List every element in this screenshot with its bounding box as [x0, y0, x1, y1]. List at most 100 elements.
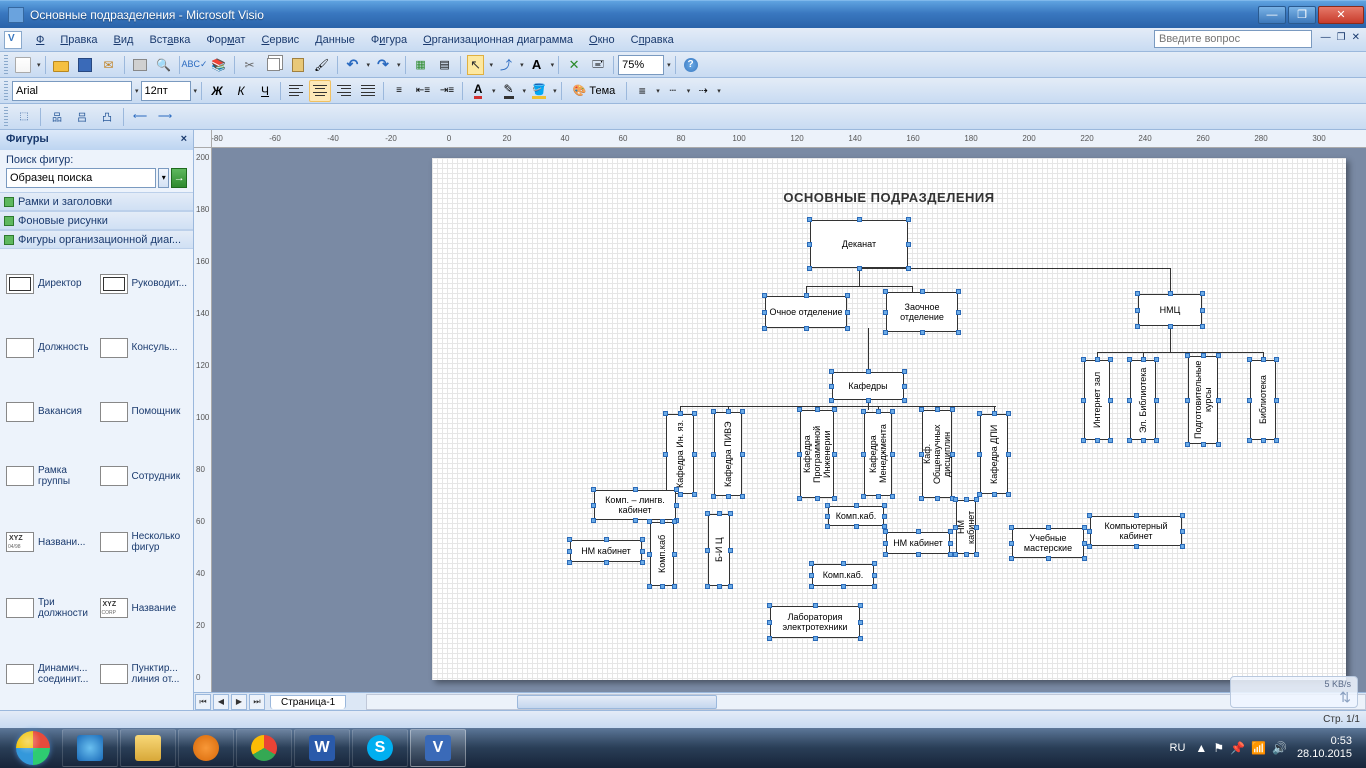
- selection-handle[interactable]: [872, 573, 877, 578]
- selection-handle[interactable]: [647, 552, 652, 557]
- stencil-bar[interactable]: Фоновые рисунки: [0, 211, 193, 230]
- tab-last-button[interactable]: ⏭: [249, 694, 265, 710]
- selection-handle[interactable]: [1154, 357, 1159, 362]
- selection-handle[interactable]: [1006, 452, 1011, 457]
- selection-handle[interactable]: [1247, 438, 1252, 443]
- stencil-bar[interactable]: Фигуры организационной диаг...: [0, 230, 193, 249]
- line-color-button[interactable]: ✎: [498, 80, 520, 102]
- org-node-nz4[interactable]: Библиотека: [1250, 360, 1276, 440]
- selection-handle[interactable]: [809, 584, 814, 589]
- selection-handle[interactable]: [825, 524, 830, 529]
- selection-handle[interactable]: [1009, 541, 1014, 546]
- org-node-k6[interactable]: Кафедра ДПИ: [980, 414, 1008, 494]
- selection-handle[interactable]: [1081, 398, 1086, 403]
- selection-handle[interactable]: [825, 514, 830, 519]
- selection-handle[interactable]: [1127, 438, 1132, 443]
- selection-handle[interactable]: [591, 518, 596, 523]
- layout-side-button[interactable]: 凸: [96, 107, 118, 127]
- selection-handle[interactable]: [950, 407, 955, 412]
- selection-handle[interactable]: [902, 384, 907, 389]
- selection-handle[interactable]: [1200, 291, 1205, 296]
- selection-handle[interactable]: [866, 369, 871, 374]
- selection-handle[interactable]: [902, 398, 907, 403]
- selection-handle[interactable]: [711, 452, 716, 457]
- org-node-um[interactable]: Учебные мастерские: [1012, 528, 1084, 558]
- selection-handle[interactable]: [797, 496, 802, 501]
- selection-handle[interactable]: [906, 266, 911, 271]
- selection-handle[interactable]: [845, 310, 850, 315]
- selection-handle[interactable]: [1087, 529, 1092, 534]
- org-node-nmkv[interactable]: НМ кабинет: [956, 500, 976, 554]
- menu-orgchart[interactable]: Организационная диаграмма: [415, 31, 581, 49]
- selection-handle[interactable]: [1261, 438, 1266, 443]
- org-node-k3[interactable]: Кафедра Программной Инженерии: [800, 410, 834, 498]
- org-node-lab[interactable]: Лаборатория электротехники: [770, 606, 860, 638]
- selection-handle[interactable]: [726, 494, 731, 499]
- selection-handle[interactable]: [953, 525, 958, 530]
- text-button[interactable]: A: [526, 54, 548, 76]
- selection-handle[interactable]: [861, 409, 866, 414]
- menu-format[interactable]: Формат: [198, 31, 253, 49]
- cut-button[interactable]: ✂: [239, 54, 261, 76]
- selection-handle[interactable]: [1095, 438, 1100, 443]
- selection-handle[interactable]: [767, 636, 772, 641]
- selection-handle[interactable]: [813, 636, 818, 641]
- shape-item[interactable]: Рамка группы: [4, 445, 96, 509]
- close-button[interactable]: ✕: [1318, 6, 1364, 24]
- selection-handle[interactable]: [956, 310, 961, 315]
- selection-handle[interactable]: [1006, 411, 1011, 416]
- pointer-button[interactable]: ↖: [465, 54, 487, 76]
- org-node-nmc[interactable]: НМЦ: [1138, 294, 1202, 326]
- h-scroll-thumb[interactable]: [517, 695, 717, 709]
- minimize-button[interactable]: —: [1258, 6, 1286, 24]
- menu-data[interactable]: Данные: [307, 31, 363, 49]
- selection-handle[interactable]: [663, 411, 668, 416]
- selection-handle[interactable]: [740, 494, 745, 499]
- selection-handle[interactable]: [1135, 308, 1140, 313]
- stamp-button[interactable]: 🖃: [587, 54, 609, 76]
- selection-handle[interactable]: [992, 492, 997, 497]
- selection-handle[interactable]: [678, 492, 683, 497]
- selection-handle[interactable]: [919, 496, 924, 501]
- selection-handle[interactable]: [872, 561, 877, 566]
- selection-handle[interactable]: [767, 603, 772, 608]
- selection-handle[interactable]: [872, 584, 877, 589]
- selection-handle[interactable]: [1261, 357, 1266, 362]
- selection-handle[interactable]: [829, 369, 834, 374]
- selection-handle[interactable]: [663, 452, 668, 457]
- selection-handle[interactable]: [1154, 398, 1159, 403]
- shapes-search-input[interactable]: [6, 168, 156, 188]
- mail-button[interactable]: ✉: [98, 54, 120, 76]
- menu-file[interactable]: Ф: [28, 31, 52, 49]
- selection-handle[interactable]: [762, 326, 767, 331]
- shape-item[interactable]: Должность: [4, 317, 96, 379]
- selection-handle[interactable]: [674, 487, 679, 492]
- selection-handle[interactable]: [883, 541, 888, 546]
- selection-handle[interactable]: [1095, 357, 1100, 362]
- selection-handle[interactable]: [890, 494, 895, 499]
- selection-handle[interactable]: [813, 603, 818, 608]
- shape-item[interactable]: Руководит...: [98, 253, 190, 315]
- selection-handle[interactable]: [956, 289, 961, 294]
- selection-handle[interactable]: [992, 411, 997, 416]
- selection-handle[interactable]: [674, 503, 679, 508]
- org-node-k4[interactable]: Кафедра Менеджмента: [864, 412, 892, 496]
- lang-indicator[interactable]: RU: [1170, 742, 1186, 754]
- selection-handle[interactable]: [1087, 513, 1092, 518]
- help-input[interactable]: [1154, 30, 1312, 48]
- toolbar-grip[interactable]: [4, 81, 8, 101]
- selection-handle[interactable]: [977, 411, 982, 416]
- toolbar-grip[interactable]: [4, 107, 8, 127]
- relayout-button[interactable]: ⬚: [13, 107, 35, 127]
- connector[interactable]: [806, 286, 912, 287]
- selection-handle[interactable]: [807, 266, 812, 271]
- selection-handle[interactable]: [1180, 529, 1185, 534]
- selection-handle[interactable]: [1274, 438, 1279, 443]
- align-right-button[interactable]: [333, 80, 355, 102]
- selection-handle[interactable]: [1201, 353, 1206, 358]
- org-node-nm1[interactable]: НМ кабинет: [570, 540, 642, 562]
- selection-handle[interactable]: [882, 503, 887, 508]
- selection-handle[interactable]: [832, 496, 837, 501]
- selection-handle[interactable]: [804, 293, 809, 298]
- font-color-button[interactable]: A: [467, 80, 489, 102]
